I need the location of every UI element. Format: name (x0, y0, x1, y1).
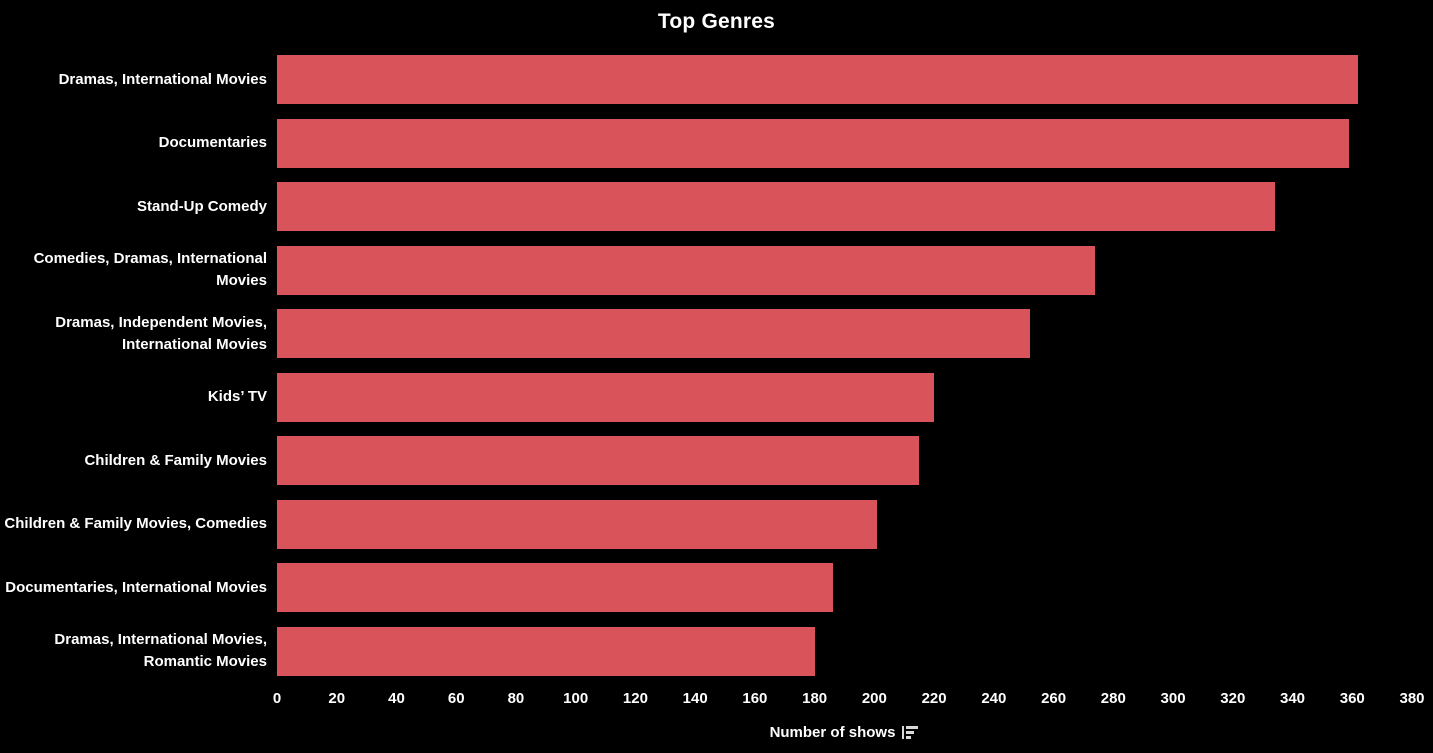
x-tick-label: 280 (1100, 690, 1126, 707)
bar-track (277, 626, 1412, 676)
x-tick-label: 320 (1220, 690, 1246, 707)
x-tick-label: 100 (563, 690, 589, 707)
x-tick-label: 360 (1339, 690, 1365, 707)
x-tick-label: 340 (1280, 690, 1306, 707)
category-label: Children & Family Movies, Comedies (4, 515, 267, 533)
category-label: Documentaries, International Movies (5, 578, 267, 596)
category-label: Stand-Up Comedy (136, 197, 267, 215)
bar-track (277, 55, 1412, 105)
bar[interactable] (277, 499, 878, 549)
x-tick-label: 120 (622, 690, 648, 707)
x-tick-label: 140 (682, 690, 708, 707)
category-label: Dramas, International Movies (58, 70, 267, 88)
x-tick-label: 180 (802, 690, 828, 707)
x-tick-label: 40 (388, 690, 405, 707)
x-axis-label: Number of shows (769, 724, 896, 741)
bar-row: Documentaries, International Movies (0, 556, 1433, 620)
x-tick-label: 240 (981, 690, 1007, 707)
x-axis: 0 20 40 60 80 100 120 140 160 180 200 220 240 260 280 3… (273, 686, 1425, 712)
bar-row: Kids’ TV (0, 366, 1433, 430)
x-tick-label: 200 (861, 690, 887, 707)
plot-area: Dramas, International Movies Documentarie… (0, 48, 1433, 683)
bar-row: Children & Family Movies, Comedies (0, 493, 1433, 557)
bar[interactable] (277, 245, 1096, 295)
bar[interactable] (277, 309, 1030, 359)
bar-track (277, 499, 1412, 549)
bar[interactable] (277, 118, 1350, 168)
category-label: Kids’ TV (207, 388, 267, 406)
bar-track (277, 372, 1412, 422)
category-label: Dramas, Independent Movies, Internationa… (55, 313, 267, 353)
x-tick-label: 300 (1160, 690, 1186, 707)
category-label: Documentaries (158, 134, 267, 152)
bar-row: Documentaries (0, 112, 1433, 176)
x-axis-label-row: Number of shows (277, 724, 1412, 741)
bar[interactable] (277, 563, 833, 613)
x-tick-label: 0 (272, 690, 282, 707)
category-label: Children & Family Movies (84, 451, 267, 469)
bar-row: Stand-Up Comedy (0, 175, 1433, 239)
bar[interactable] (277, 436, 920, 486)
x-tick-label: 260 (1041, 690, 1067, 707)
chart-title: Top Genres (657, 10, 776, 33)
bar-row: Comedies, Dramas, International Movies (0, 239, 1433, 303)
bar[interactable] (277, 55, 1359, 105)
category-label: Comedies, Dramas, International Movies (33, 250, 267, 290)
bar-track (277, 309, 1412, 359)
bar[interactable] (277, 626, 815, 676)
bar-row: Children & Family Movies (0, 429, 1433, 493)
x-tick-label: 80 (507, 690, 525, 707)
bar-row: Dramas, International Movies (0, 48, 1433, 112)
bar-track (277, 563, 1412, 613)
bar[interactable] (277, 372, 935, 422)
x-tick-label: 60 (447, 690, 465, 707)
sort-descending-icon[interactable] (902, 725, 919, 740)
bar[interactable] (277, 182, 1275, 232)
bar-track (277, 182, 1412, 232)
bar-track (277, 245, 1412, 295)
bar-row: Dramas, International Movies, Romantic M… (0, 620, 1433, 684)
bar-row: Dramas, Independent Movies, Internationa… (0, 302, 1433, 366)
bar-track (277, 118, 1412, 168)
x-tick-label: 380 (1399, 690, 1425, 707)
bar-track (277, 436, 1412, 486)
category-label: Dramas, International Movies, Romantic M… (54, 631, 267, 671)
x-tick-label: 20 (328, 690, 346, 707)
x-tick-label: 220 (921, 690, 947, 707)
x-tick-label: 160 (742, 690, 768, 707)
